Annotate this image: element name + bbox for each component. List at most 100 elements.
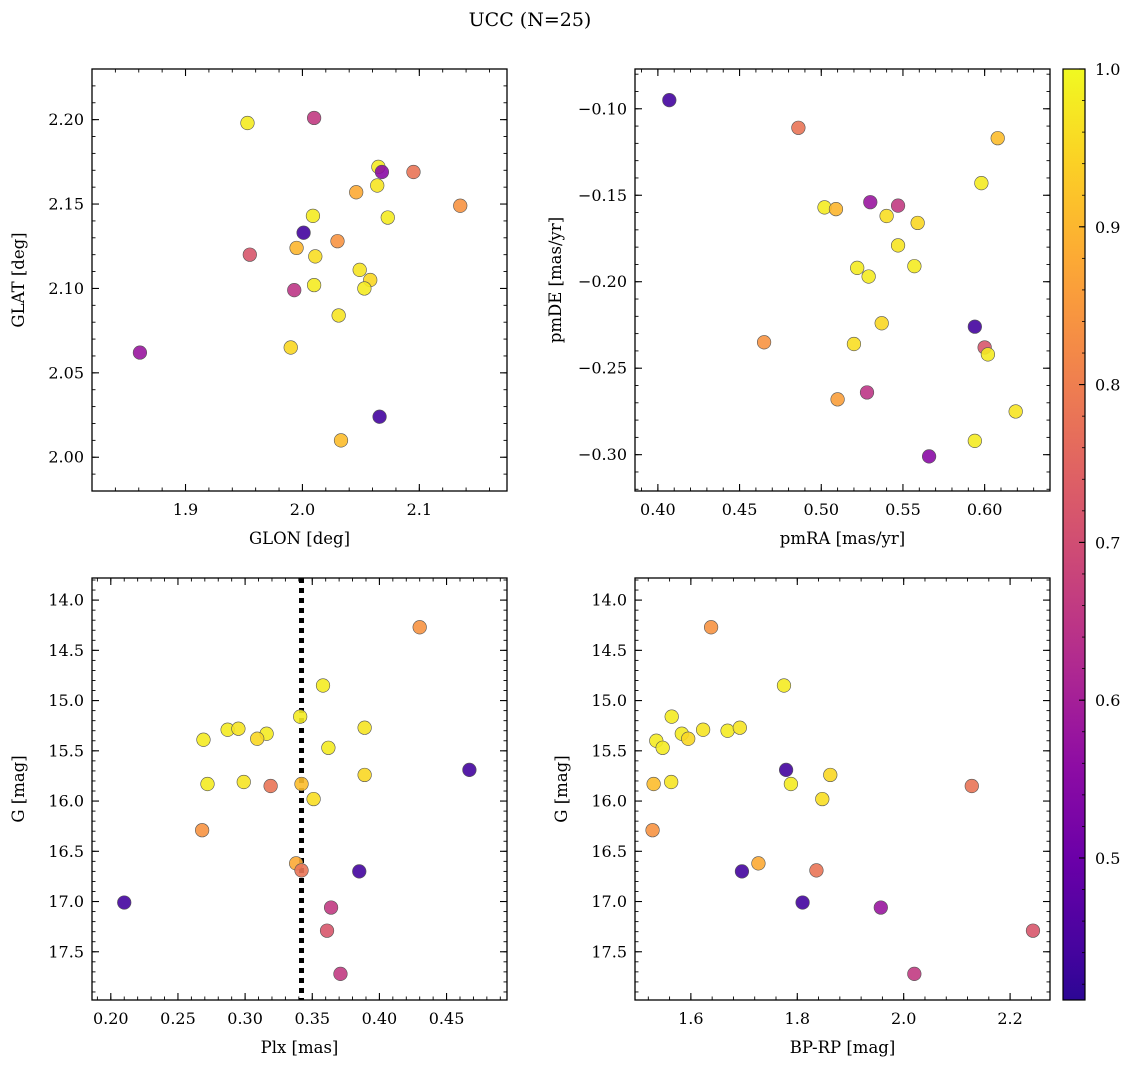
data-point xyxy=(287,283,302,298)
x-tick-label: 2.2 xyxy=(997,1009,1022,1028)
data-point xyxy=(331,308,346,323)
data-point xyxy=(890,238,906,253)
data-point xyxy=(879,208,894,224)
data-point xyxy=(732,720,747,735)
colorbar-tick-label: 0.7 xyxy=(1095,533,1120,552)
data-point xyxy=(791,120,806,135)
axes-frame xyxy=(91,577,508,1001)
x-tick-label: 1.8 xyxy=(785,1009,810,1028)
x-tick-label: 1.9 xyxy=(173,500,198,519)
data-point xyxy=(655,740,670,755)
data-point xyxy=(907,259,922,274)
y-tick-label: 16.0 xyxy=(48,792,84,811)
data-point xyxy=(874,316,889,331)
data-point xyxy=(873,900,888,915)
data-point xyxy=(357,767,372,783)
data-point xyxy=(974,176,989,191)
data-point xyxy=(861,269,876,284)
data-point xyxy=(242,247,257,262)
data-point xyxy=(850,260,865,275)
data-point xyxy=(132,345,148,360)
data-point xyxy=(231,721,246,736)
data-point xyxy=(200,776,215,792)
data-point xyxy=(907,966,922,981)
data-point xyxy=(964,778,979,794)
panel-2: 0.40 0.45 0.50 0.55 0.60 −0.10 −0.15 −0.20 −0.25… xyxy=(546,68,1051,548)
x-axis-label: GLON [deg] xyxy=(249,529,350,548)
y-tick-label: 15.0 xyxy=(48,691,84,710)
data-point xyxy=(374,164,390,180)
data-point xyxy=(250,731,265,746)
data-point xyxy=(195,823,210,838)
data-point xyxy=(357,720,372,735)
x-tick-label: 0.50 xyxy=(803,500,839,519)
data-point xyxy=(756,335,772,350)
colorbar-tick-label: 0.5 xyxy=(1095,849,1120,868)
data-point xyxy=(357,281,372,296)
data-point xyxy=(296,225,311,240)
data-point xyxy=(333,433,349,448)
y-tick-label: 14.0 xyxy=(48,591,84,610)
y-tick-label: 2.20 xyxy=(48,110,84,129)
data-point xyxy=(828,201,844,217)
data-point xyxy=(776,678,792,693)
y-tick-label: −0.30 xyxy=(578,445,627,464)
colorbar-tick-label: 0.6 xyxy=(1095,691,1120,710)
data-point xyxy=(412,620,427,635)
data-point xyxy=(863,195,878,210)
data-point xyxy=(783,776,798,792)
y-axis-label: G [mag] xyxy=(9,755,28,822)
y-tick-label: 16.5 xyxy=(591,842,627,861)
colorbar-tick-label: 0.9 xyxy=(1095,218,1120,237)
data-point xyxy=(289,240,304,256)
x-tick-label: 0.30 xyxy=(227,1009,263,1028)
data-point xyxy=(307,277,322,293)
data-point xyxy=(370,178,385,193)
data-point xyxy=(380,210,395,225)
x-tick-label: 0.40 xyxy=(362,1009,398,1028)
data-point xyxy=(372,409,387,424)
data-point xyxy=(240,115,255,131)
data-point xyxy=(846,336,862,352)
data-point xyxy=(734,864,750,879)
axes-frame xyxy=(634,577,1051,1001)
y-axis-label: G [mag] xyxy=(552,755,571,822)
data-point xyxy=(779,762,794,778)
panel-3: 0.20 0.25 0.30 0.35 0.40 0.45 14.0 14.5 15.0 15.5… xyxy=(9,577,508,1057)
data-point xyxy=(352,864,367,879)
y-tick-label: 17.0 xyxy=(48,892,84,911)
colorbar-tick-label: 1.0 xyxy=(1095,60,1120,79)
data-point xyxy=(453,198,468,213)
x-tick-label: 0.60 xyxy=(967,500,1003,519)
data-point xyxy=(809,863,824,878)
data-point xyxy=(307,110,322,126)
y-tick-label: 2.00 xyxy=(48,448,84,467)
data-point xyxy=(664,774,679,790)
x-tick-label: 2.0 xyxy=(290,500,315,519)
data-point xyxy=(1025,923,1041,938)
colorbar-tick-label: 0.8 xyxy=(1095,376,1120,395)
data-point xyxy=(117,895,132,910)
data-point xyxy=(283,340,298,355)
y-tick-label: 2.15 xyxy=(48,195,84,214)
y-tick-label: 16.5 xyxy=(48,842,84,861)
data-point xyxy=(406,164,421,180)
data-point xyxy=(696,722,711,737)
y-tick-label: 2.05 xyxy=(48,363,84,382)
x-tick-label: 0.45 xyxy=(722,500,758,519)
x-tick-label: 2.1 xyxy=(407,500,432,519)
y-tick-label: −0.10 xyxy=(578,99,627,118)
data-point xyxy=(308,249,323,264)
data-point xyxy=(294,863,309,878)
x-tick-label: 0.55 xyxy=(885,500,921,519)
y-tick-label: −0.20 xyxy=(578,272,627,291)
data-point xyxy=(795,895,810,910)
y-tick-label: 17.0 xyxy=(591,892,627,911)
data-point xyxy=(263,778,278,794)
y-tick-label: 15.5 xyxy=(591,741,627,760)
data-point xyxy=(333,966,348,981)
x-tick-label: 0.20 xyxy=(93,1009,129,1028)
data-point xyxy=(315,678,331,693)
y-tick-label: 15.5 xyxy=(48,741,84,760)
